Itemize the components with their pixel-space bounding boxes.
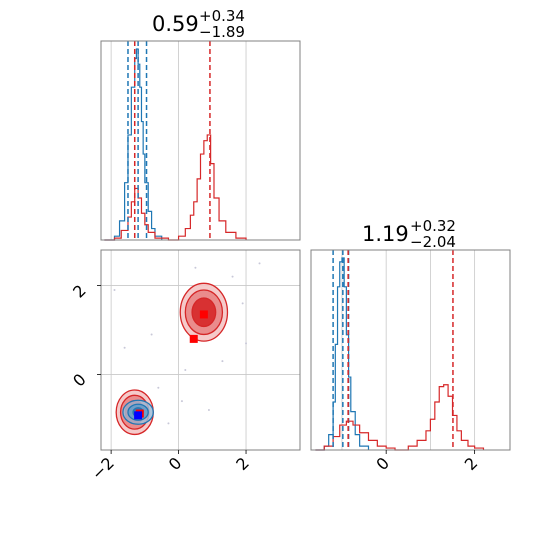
joint-sample-dot (150, 333, 153, 336)
joint-panel: −2 0 2 0 2 (69, 249, 301, 484)
joint-xtick-label: 2 (232, 453, 253, 474)
marginal-x-hist-series-1 (104, 134, 247, 241)
marginal-y-xtick-label: 0 (372, 453, 393, 474)
marginal-x-title-plus: +0.34 (199, 7, 245, 25)
joint-ytick-label: 0 (69, 370, 90, 391)
marginal-y-hist-series-0 (315, 257, 370, 451)
joint-sample-dot (231, 275, 234, 278)
marginal-y-panel: 0 2 1.19 +0.32 −2.04 (310, 217, 511, 474)
marginal-x-title-value: 0.59 (152, 12, 199, 36)
joint-marker (134, 411, 143, 420)
joint-sample-dot (113, 289, 116, 291)
joint-sample-dot (245, 342, 248, 345)
joint-sample-dot (184, 369, 187, 371)
joint-sample-dot (167, 422, 170, 425)
joint-sample-dot (241, 302, 244, 305)
marginal-x-hist-series-0 (104, 48, 163, 241)
marginal-x-title-minus: −1.89 (199, 23, 245, 41)
marginal-y-frame (310, 249, 511, 451)
joint-sample-dot (180, 400, 183, 403)
joint-marker (199, 310, 208, 319)
marginal-y-title-minus: −2.04 (410, 233, 456, 251)
marginal-x-title: 0.59 (152, 12, 199, 36)
marginal-y-title-value: 1.19 (362, 222, 409, 246)
joint-frame (100, 249, 301, 451)
joint-marker (189, 334, 198, 343)
marginal-y-hist-series-1 (315, 384, 485, 451)
joint-xtick-label: −2 (88, 453, 118, 483)
joint-sample-dot (157, 386, 160, 389)
marginal-y-xtick-label: 2 (461, 453, 482, 474)
joint-sample-dot (123, 346, 126, 349)
marginal-x-frame (100, 40, 301, 241)
marginal-x-panel: 0.59 +0.34 −1.89 (100, 7, 301, 241)
joint-sample-dot (207, 409, 210, 411)
joint-xtick-label: 0 (165, 453, 186, 474)
marginal-y-title-plus: +0.32 (410, 217, 456, 235)
joint-sample-dot (258, 262, 261, 265)
joint-ytick-label: 2 (69, 281, 90, 302)
joint-sample-dot (194, 266, 197, 269)
marginal-y-title: 1.19 (362, 222, 409, 246)
joint-sample-dot (221, 360, 224, 363)
